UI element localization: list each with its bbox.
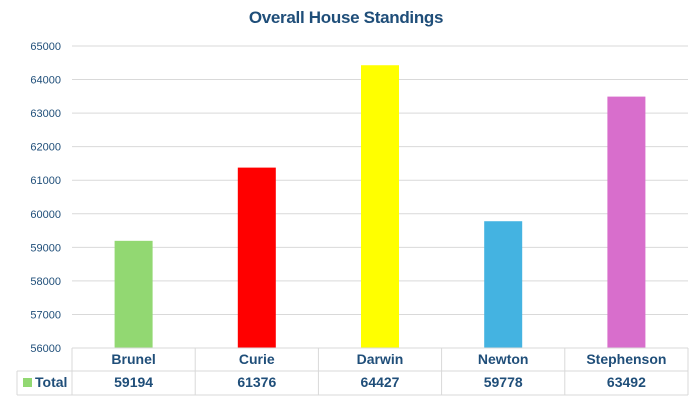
legend-label: Total xyxy=(35,374,67,390)
y-tick-label: 57000 xyxy=(30,309,61,321)
y-tick-label: 61000 xyxy=(30,175,61,187)
y-tick-label: 65000 xyxy=(30,41,61,53)
legend-key xyxy=(23,378,32,387)
value-label: 63492 xyxy=(607,374,646,390)
y-tick-label: 59000 xyxy=(30,242,61,254)
y-tick-label: 58000 xyxy=(30,276,61,288)
value-label: 61376 xyxy=(237,374,276,390)
bar-newton xyxy=(484,221,523,348)
bar-brunel xyxy=(114,240,153,348)
y-tick-label: 60000 xyxy=(30,209,61,221)
y-tick-label: 56000 xyxy=(30,343,61,355)
y-tick-label: 64000 xyxy=(30,75,61,87)
category-label: Darwin xyxy=(357,351,404,367)
category-label: Curie xyxy=(239,351,275,367)
value-label: 59778 xyxy=(484,374,523,390)
value-label: 59194 xyxy=(114,374,153,390)
bar-curie xyxy=(237,167,276,348)
data-table: Brunel 59194 Curie 61376 Darwin 64427 Newton 59… xyxy=(16,347,689,396)
category-label: Brunel xyxy=(111,351,155,367)
y-axis-ticks: 56000 57000 58000 59000 60000 61000 62000 63000… xyxy=(30,41,61,355)
chart-title: Overall House Standings xyxy=(248,8,444,27)
bar-darwin xyxy=(361,65,399,349)
bar-stephenson xyxy=(607,96,646,348)
value-label: 64427 xyxy=(361,374,400,390)
y-tick-label: 62000 xyxy=(30,142,61,154)
y-tick-label: 63000 xyxy=(30,108,61,120)
category-label: Newton xyxy=(478,351,529,367)
category-label: Stephenson xyxy=(586,351,666,367)
bars xyxy=(114,65,646,349)
